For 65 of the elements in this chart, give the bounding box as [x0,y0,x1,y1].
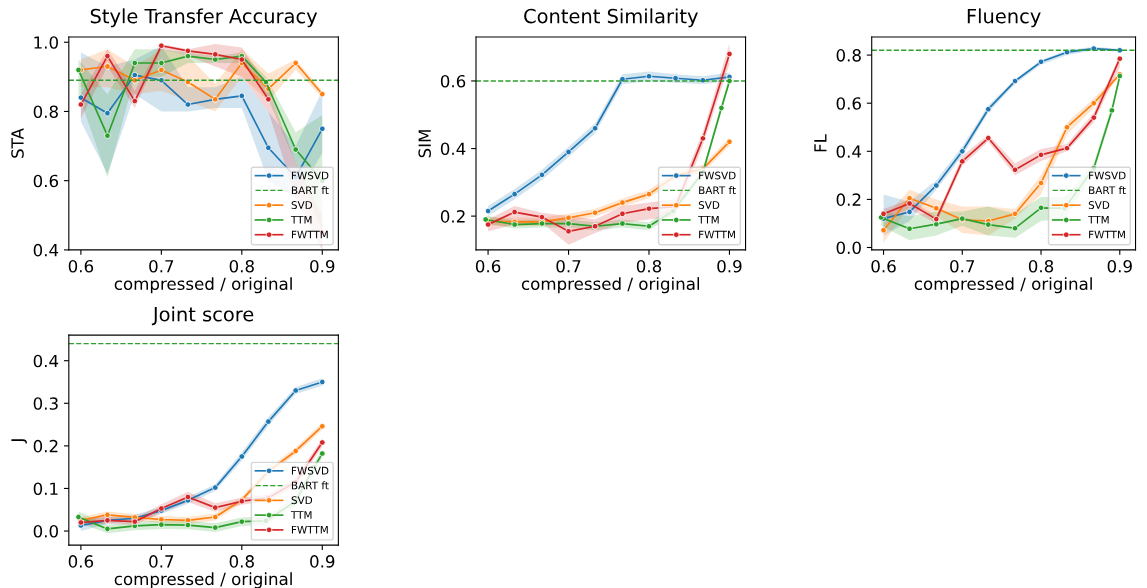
x-tick-label: 0.6 [68,259,94,273]
x-tick-label: 0.7 [556,259,581,273]
y-tick-label: 0.8 [33,105,58,119]
y-tick-label: 0.4 [33,243,59,257]
legend-label: FWSVD [291,466,329,475]
legend-label: TTM [1088,216,1109,224]
x-tick-label: 0.7 [149,555,174,568]
legend-label: BART ft [1089,186,1126,195]
legend-label: FWTTM [291,230,328,239]
y-tick-label: 0.2 [836,193,861,206]
y-tick-label: 0.0 [33,524,58,538]
legend-label: SVD [698,201,720,209]
y-tick-label: 0.8 [836,49,861,62]
chart-title: Content Similarity [524,8,698,28]
chart-title: Joint score [151,306,254,326]
y-axis-title: STA [11,128,24,158]
legend-label: TTM [290,511,312,519]
y-axis-title: SIM [418,130,431,158]
x-tick-label: 0.7 [149,259,174,273]
legend-label: SVD [291,201,313,209]
y-tick-label: 0.6 [836,97,861,110]
y-tick-label: 0.4 [33,354,59,368]
y-axis-title: J [11,439,27,444]
x-axis-title: compressed / original [114,277,292,294]
x-tick-label: 0.6 [475,259,501,273]
legend-label: FWTTM [291,525,328,534]
x-tick-label: 0.8 [636,259,662,273]
legend-label: BART ft [699,186,736,195]
y-tick-label: 0.3 [33,397,58,410]
legend-label: BART ft [291,186,329,195]
legend-label: TTM [698,216,719,224]
legend-label: SVD [291,496,313,505]
y-tick-label: 0.0 [836,241,861,255]
legend-label: FWTTM [1089,230,1125,239]
y-tick-label: 0.4 [440,142,466,156]
legend-label: FWTTM [699,230,735,239]
x-tick-label: 0.9 [310,259,335,273]
x-tick-label: 0.8 [229,555,254,568]
y-tick-label: 0.2 [440,210,465,223]
x-tick-label: 0.9 [1107,259,1132,273]
legend-label: FWSVD [291,171,329,180]
y-axis-title: FL [814,134,827,152]
y-tick-label: 0.6 [440,74,466,88]
x-tick-label: 0.9 [310,555,335,568]
y-tick-label: 0.4 [836,145,862,158]
chart-title: Style Transfer Accuracy [90,8,318,28]
y-tick-label: 1.0 [34,36,58,49]
legend-label: BART ft [291,481,329,490]
x-axis-title: compressed / original [914,277,1092,294]
y-tick-label: 0.1 [33,482,58,496]
x-tick-label: 0.9 [717,259,742,273]
chart-title: Fluency [967,8,1041,28]
x-tick-label: 0.7 [950,259,975,273]
legend-label: FWSVD [1089,171,1126,180]
x-tick-label: 0.6 [871,259,896,273]
x-tick-label: 0.8 [229,259,254,273]
legend-label: FWSVD [699,171,736,180]
x-tick-label: 0.8 [1028,259,1054,273]
y-tick-label: 0.6 [33,174,59,188]
legend-label: SVD [1088,201,1110,209]
y-tick-label: 0.2 [33,439,58,453]
x-axis-title: compressed / original [114,572,292,588]
legend-label: TTM [290,216,312,224]
x-tick-label: 0.6 [68,555,94,568]
x-axis-title: compressed / original [521,277,700,294]
